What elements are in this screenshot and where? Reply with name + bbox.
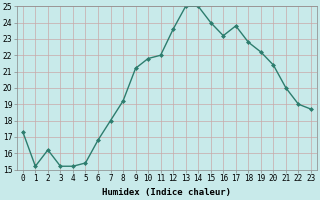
X-axis label: Humidex (Indice chaleur): Humidex (Indice chaleur)	[102, 188, 231, 197]
